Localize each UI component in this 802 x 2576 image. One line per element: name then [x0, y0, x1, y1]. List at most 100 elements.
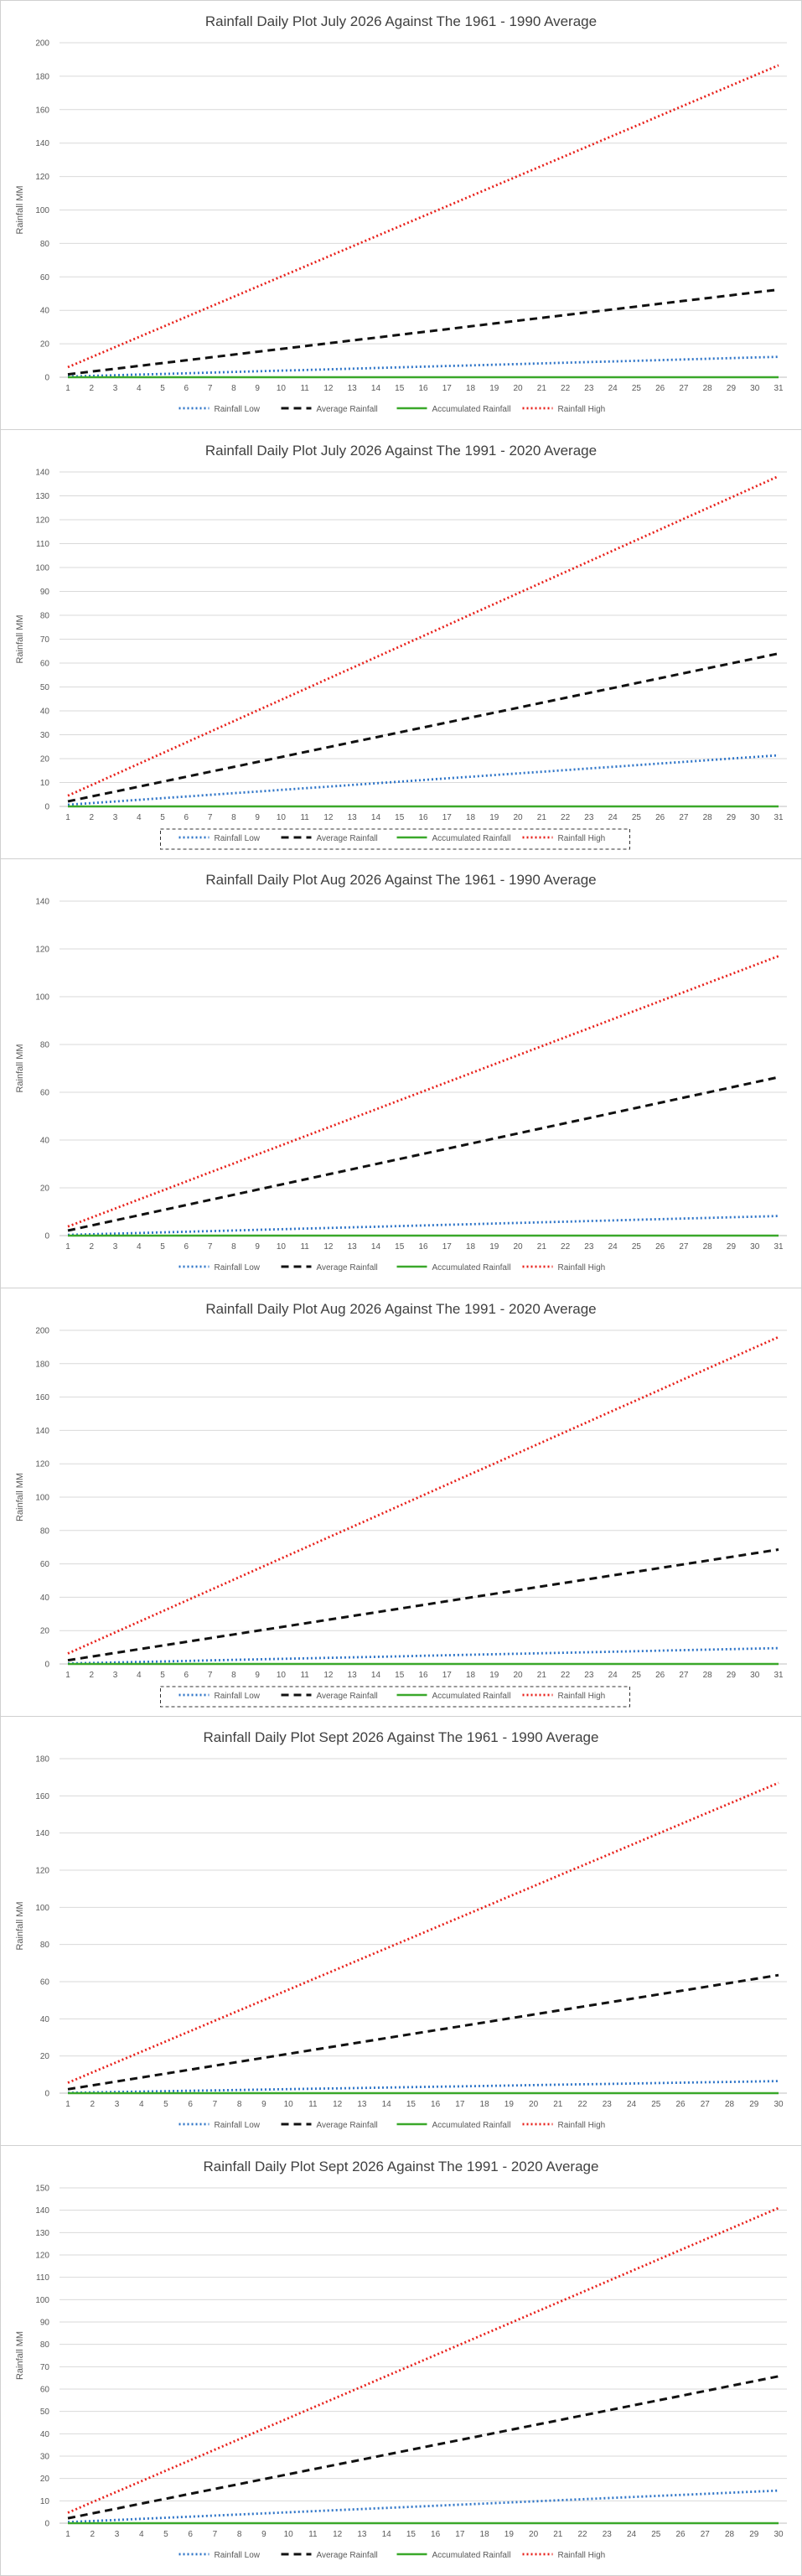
x-tick-label: 26: [675, 2530, 686, 2539]
y-tick-label: 90: [40, 588, 50, 597]
x-tick-label: 1: [65, 1671, 70, 1680]
series-line-rainfall-low: [67, 2080, 779, 2094]
x-tick-label: 12: [323, 384, 334, 393]
y-tick-label: 60: [40, 2386, 50, 2395]
x-tick-label: 6: [184, 813, 189, 822]
x-tick-label: 30: [750, 384, 760, 393]
y-tick-label: 80: [40, 1941, 50, 1950]
y-tick-label: 20: [40, 1627, 50, 1636]
y-tick-label: 180: [35, 1360, 49, 1369]
x-tick-label: 31: [774, 1671, 784, 1680]
x-tick-label: 23: [603, 2100, 613, 2109]
x-tick-label: 16: [418, 1242, 428, 1252]
x-tick-label: 8: [231, 813, 236, 822]
x-tick-label: 17: [455, 2530, 465, 2539]
x-tick-label: 10: [277, 1671, 287, 1680]
x-tick-label: 8: [237, 2530, 242, 2539]
x-tick-label: 28: [703, 1242, 713, 1252]
legend-item-rainfall-high: Rainfall High: [522, 2121, 605, 2130]
y-tick-label: 140: [35, 898, 49, 907]
x-tick-label: 13: [348, 384, 358, 393]
x-tick-label: 16: [431, 2530, 441, 2539]
y-tick-label: 140: [35, 469, 49, 478]
x-tick-label: 18: [466, 813, 476, 822]
x-tick-label: 6: [184, 1671, 189, 1680]
legend-label: Rainfall High: [558, 834, 606, 843]
legend-label: Rainfall High: [558, 1263, 606, 1272]
legend-item-accumulated-rainfall: Accumulated Rainfall: [396, 2121, 510, 2130]
legend-label: Rainfall High: [558, 1692, 606, 1701]
x-tick-label: 9: [255, 384, 260, 393]
x-tick-label: 14: [371, 384, 381, 393]
series-line-average-rainfall: [67, 652, 779, 803]
chart-svg: Rainfall Daily Plot Sept 2026 Against Th…: [15, 2159, 787, 2560]
legend-label: Average Rainfall: [317, 1692, 378, 1701]
y-tick-label: 110: [36, 2273, 49, 2283]
x-tick-label: 13: [348, 813, 358, 822]
x-tick-label: 20: [514, 1242, 524, 1252]
x-tick-label: 11: [308, 2530, 318, 2539]
legend-label: Rainfall Low: [215, 834, 261, 843]
y-tick-label: 20: [40, 755, 50, 765]
x-tick-label: 4: [137, 1242, 142, 1252]
y-tick-label: 70: [40, 2363, 50, 2372]
x-tick-label: 14: [382, 2530, 392, 2539]
y-tick-label: 100: [35, 1904, 49, 1913]
chart-svg: Rainfall Daily Plot July 2026 Against Th…: [15, 13, 787, 414]
x-tick-label: 1: [65, 384, 70, 393]
y-tick-label: 0: [44, 1232, 49, 1241]
y-tick-label: 120: [35, 1867, 49, 1876]
x-tick-label: 7: [208, 1671, 213, 1680]
x-tick-label: 2: [89, 1242, 94, 1252]
x-tick-label: 15: [406, 2530, 417, 2539]
x-tick-label: 15: [395, 813, 405, 822]
y-tick-label: 160: [35, 1393, 49, 1402]
x-tick-label: 13: [357, 2100, 367, 2109]
x-tick-label: 30: [774, 2100, 784, 2109]
x-tick-label: 14: [382, 2100, 392, 2109]
y-tick-label: 120: [35, 946, 49, 955]
x-tick-label: 24: [608, 813, 618, 822]
legend-item-accumulated-rainfall: Accumulated Rainfall: [396, 1263, 510, 1272]
y-tick-label: 60: [40, 1978, 50, 1988]
chart-panel: Rainfall Daily Plot Sept 2026 Against Th…: [0, 2145, 802, 2576]
chart-panel: Rainfall Daily Plot Aug 2026 Against The…: [0, 1288, 802, 1717]
x-tick-label: 24: [608, 384, 618, 393]
x-tick-label: 4: [137, 1671, 142, 1680]
legend-label: Rainfall Low: [215, 2551, 261, 2560]
x-tick-label: 28: [703, 384, 713, 393]
x-tick-label: 27: [679, 1242, 689, 1252]
x-tick-label: 11: [300, 1242, 309, 1252]
y-tick-label: 30: [40, 2453, 50, 2462]
x-tick-label: 3: [113, 1242, 118, 1252]
x-tick-label: 28: [725, 2100, 735, 2109]
gridlines: [60, 900, 787, 1236]
legend-item-rainfall-high: Rainfall High: [522, 1692, 606, 1701]
y-tick-label: 120: [35, 1460, 49, 1469]
y-tick-label: 70: [40, 635, 50, 645]
x-tick-label: 24: [627, 2100, 637, 2109]
y-tick-label: 10: [40, 779, 50, 788]
x-tick-label: 29: [749, 2100, 759, 2109]
x-tick-label: 23: [584, 813, 594, 822]
x-tick-label: 21: [537, 1671, 547, 1680]
y-tick-label: 120: [35, 173, 49, 182]
y-tick-label: 60: [40, 273, 50, 282]
x-tick-label: 16: [431, 2100, 441, 2109]
x-tick-label: 10: [277, 1242, 287, 1252]
x-tick-label: 26: [655, 813, 665, 822]
legend-label: Accumulated Rainfall: [432, 834, 511, 843]
series-line-rainfall-low: [67, 1646, 779, 1665]
chart-title: Rainfall Daily Plot July 2026 Against Th…: [205, 13, 597, 29]
legend-label: Rainfall Low: [215, 405, 261, 414]
x-tick-label: 25: [651, 2100, 661, 2109]
x-tick-label: 12: [323, 1242, 334, 1252]
legend-label: Average Rainfall: [317, 834, 378, 843]
legend-item-rainfall-low: Rainfall Low: [179, 1263, 261, 1272]
y-tick-label: 30: [40, 731, 50, 740]
x-tick-label: 15: [395, 1242, 405, 1252]
legend-label: Rainfall High: [558, 2551, 606, 2560]
x-tick-label: 18: [480, 2530, 490, 2539]
legend-item-average-rainfall: Average Rainfall: [281, 1263, 378, 1272]
